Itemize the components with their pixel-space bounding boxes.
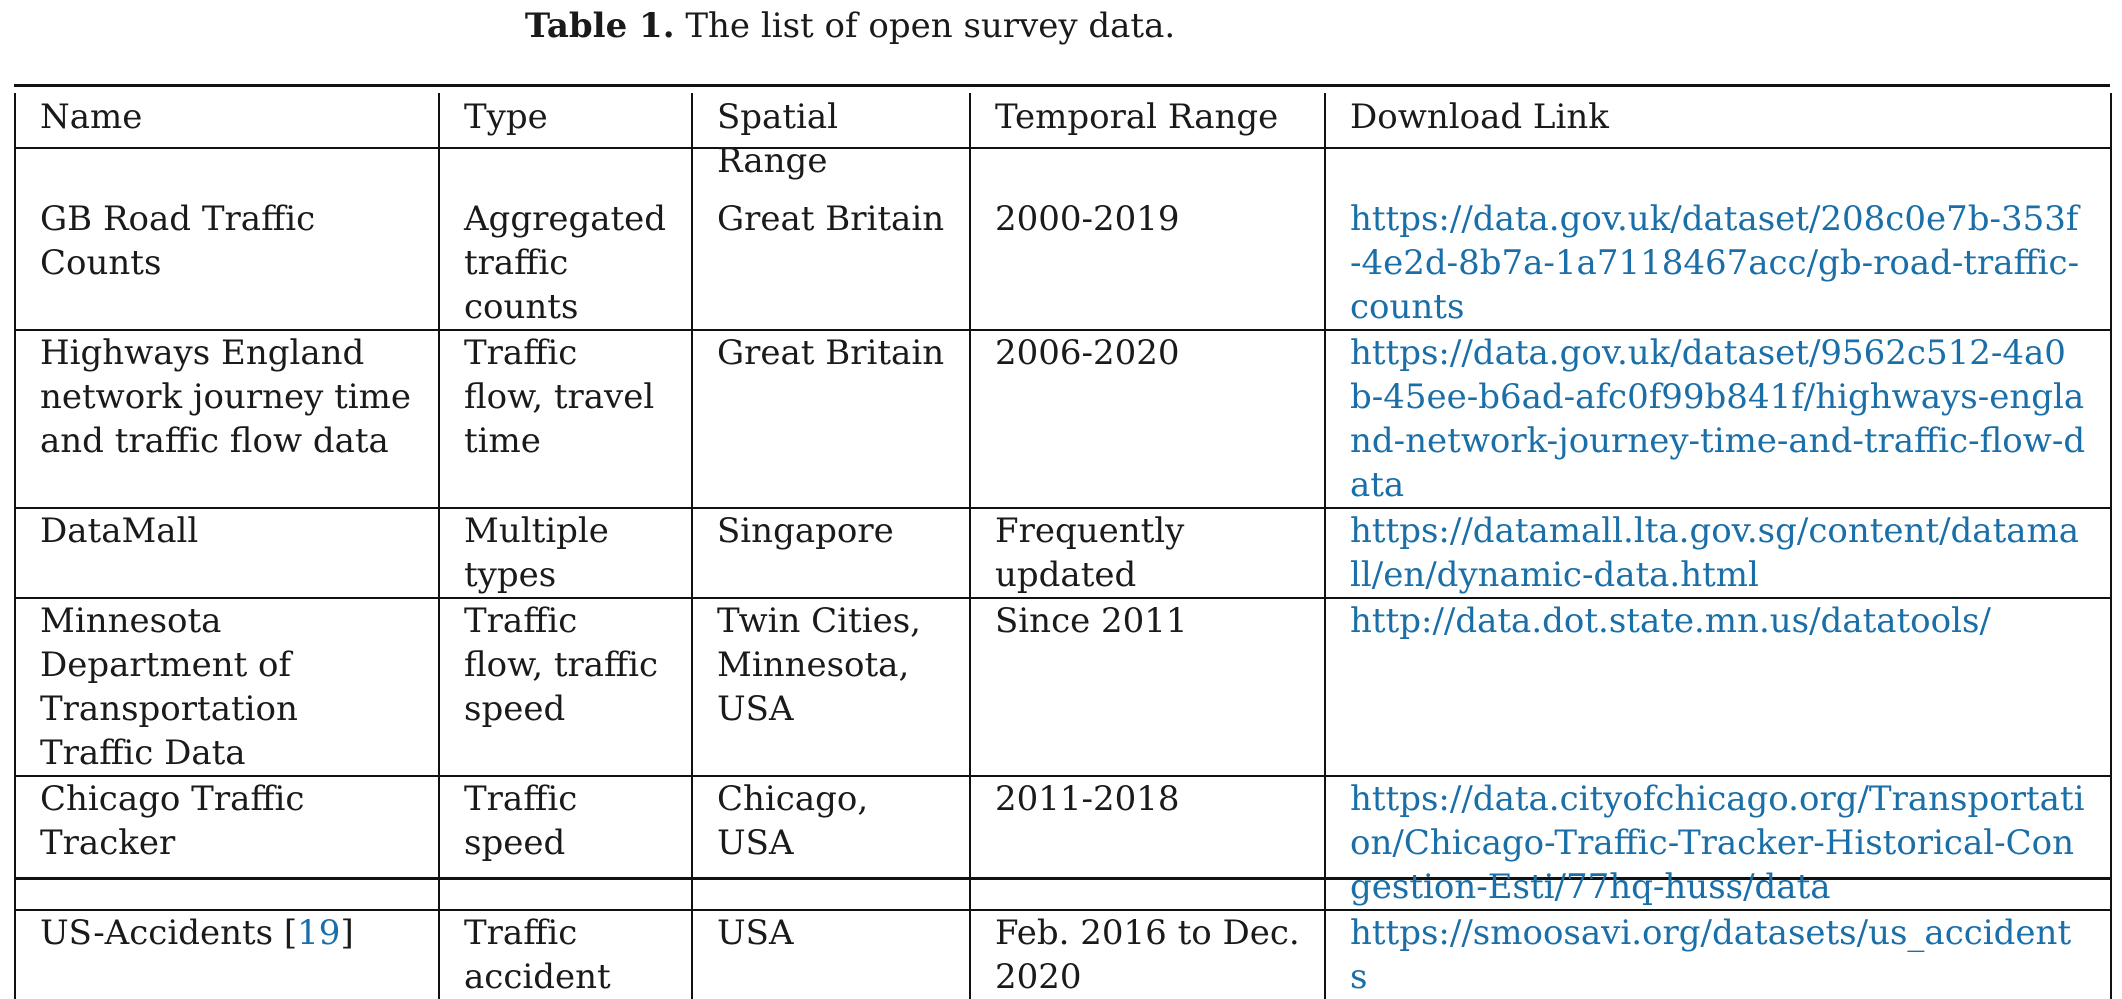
column-header-temporal-range: Temporal Range <box>969 93 1326 185</box>
cell-name: Highways England network journey time an… <box>14 330 440 509</box>
cell-spatial-range: Great Britain <box>691 330 971 509</box>
header-spacer <box>14 185 2112 197</box>
cell-temporal-range: 2011-2018 <box>969 776 1326 911</box>
cell-download-link[interactable]: https://data.gov.uk/dataset/9562c512-4a0… <box>1324 330 2112 509</box>
download-link[interactable]: https://data.gov.uk/dataset/9562c512-4a0… <box>1350 333 2086 505</box>
cell-spatial-range: Great Britain <box>691 197 971 331</box>
table-caption: Table 1. The list of open survey data. <box>0 4 1700 48</box>
cell-temporal-range: Feb. 2016 to Dec. 2020 <box>969 910 1326 999</box>
caption-text: The list of open survey data. <box>674 6 1176 46</box>
download-link[interactable]: https://smoosavi.org/datasets/us_acciden… <box>1350 913 2072 997</box>
table-row: Chicago Traffic Tracker Traffic speed Ch… <box>14 776 2112 911</box>
cell-name: Minnesota Department of Transportation T… <box>14 598 440 777</box>
cell-download-link[interactable]: https://data.gov.uk/dataset/208c0e7b-353… <box>1324 197 2112 331</box>
cell-spatial-range: Singapore <box>691 508 971 599</box>
table-row: GB Road Traffic Counts Aggregated traffi… <box>14 197 2112 331</box>
survey-data-table: Name Type Spatial Range Temporal Range D… <box>14 93 2112 999</box>
cell-spatial-range: Chicago, USA <box>691 776 971 911</box>
cell-type: Traffic flow, travel time <box>438 330 693 509</box>
download-link[interactable]: https://data.cityofchicago.org/Transport… <box>1350 779 2085 907</box>
download-link[interactable]: https://data.gov.uk/dataset/208c0e7b-353… <box>1350 199 2080 327</box>
column-header-spatial-range: Spatial Range <box>691 93 971 185</box>
cell-type: Aggregated traffic counts <box>438 197 693 331</box>
table-row: Highways England network journey time an… <box>14 330 2112 509</box>
cell-name: US-Accidents [19] <box>14 910 440 999</box>
cell-temporal-range: Frequently updated <box>969 508 1326 599</box>
column-header-name: Name <box>14 93 440 185</box>
cell-download-link[interactable]: https://datamall.lta.gov.sg/content/data… <box>1324 508 2112 599</box>
table-row: US-Accidents [19] Traffic accident USA F… <box>14 910 2112 999</box>
cell-type: Multiple types <box>438 508 693 599</box>
cell-temporal-range: Since 2011 <box>969 598 1326 777</box>
cell-type: Traffic flow, traffic speed <box>438 598 693 777</box>
cell-type: Traffic accident <box>438 910 693 999</box>
cell-download-link[interactable]: http://data.dot.state.mn.us/datatools/ <box>1324 598 2112 777</box>
cell-spatial-range: Twin Cities, Minnesota, USA <box>691 598 971 777</box>
cell-spatial-range: USA <box>691 910 971 999</box>
download-link[interactable]: http://data.dot.state.mn.us/datatools/ <box>1350 601 1991 641</box>
table-row: DataMall Multiple types Singapore Freque… <box>14 508 2112 599</box>
column-header-type: Type <box>438 93 693 185</box>
cell-name-text: US-Accidents <box>40 913 274 953</box>
cell-temporal-range: 2006-2020 <box>969 330 1326 509</box>
cell-name: GB Road Traffic Counts <box>14 197 440 331</box>
table-top-rule <box>14 84 2110 87</box>
cell-name: DataMall <box>14 508 440 599</box>
cell-name: Chicago Traffic Tracker <box>14 776 440 911</box>
table-row: Minnesota Department of Transportation T… <box>14 598 2112 777</box>
download-link[interactable]: https://datamall.lta.gov.sg/content/data… <box>1350 511 2080 595</box>
cell-temporal-range: 2000-2019 <box>969 197 1326 331</box>
header-row: Name Type Spatial Range Temporal Range D… <box>14 93 2112 185</box>
cell-download-link[interactable]: https://smoosavi.org/datasets/us_acciden… <box>1324 910 2112 999</box>
citation-link[interactable]: 19 <box>297 913 341 953</box>
column-header-download-link: Download Link <box>1324 93 2112 185</box>
caption-label: Table 1. <box>524 6 675 46</box>
